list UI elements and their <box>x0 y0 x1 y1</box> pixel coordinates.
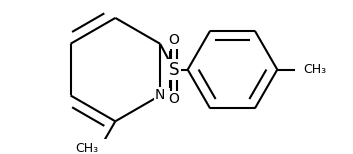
Text: CH₃: CH₃ <box>75 142 98 154</box>
Text: N: N <box>155 88 165 102</box>
Text: CH₃: CH₃ <box>303 63 326 76</box>
Text: O: O <box>168 33 179 47</box>
Text: S: S <box>169 61 179 79</box>
Text: O: O <box>168 92 179 106</box>
